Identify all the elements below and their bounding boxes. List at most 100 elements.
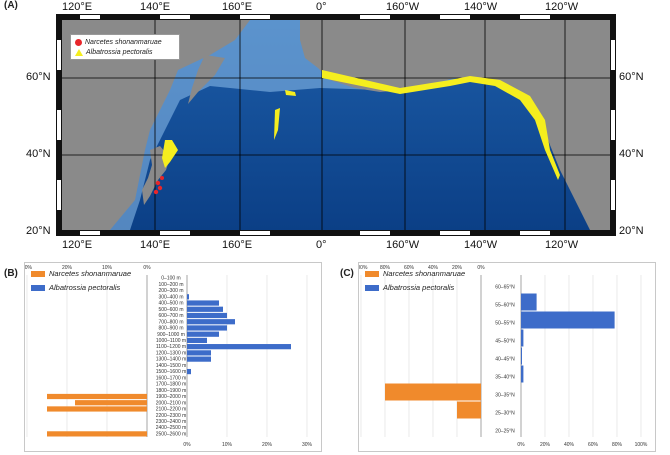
category-label: 1200–1300 m [156,350,187,356]
category-label: 40–45°N [495,357,515,363]
x-tick-label: 0% [477,265,485,271]
category-label: 60–65°N [495,285,515,291]
lon-label: 160°W [386,239,420,251]
bar-albatrossia [187,300,219,306]
bar-albatrossia [521,293,537,311]
bar-albatrossia [521,311,615,329]
category-label: 55–60°N [495,303,515,309]
x-tick-label: 10% [222,442,233,448]
x-tick-label: 30% [25,265,33,271]
legend-label: Narcetes shonanmaruae [383,269,466,278]
category-label: 1800–1900 m [156,388,187,394]
x-tick-label: 20% [262,442,273,448]
x-tick-label: 0% [143,265,151,271]
bar-albatrossia [187,325,227,331]
category-label: 25–30°N [495,411,515,417]
category-label: 400–500 m [158,301,183,307]
bar-albatrossia [521,329,524,347]
yellow-triangle-icon [75,48,83,56]
bar-narcetes [385,383,481,401]
category-label: 50–55°N [495,321,515,327]
bar-narcetes [47,431,147,437]
lon-label: 140°W [464,239,498,251]
panel-label-a: (A) [4,0,18,11]
x-tick-label: 10% [102,265,113,271]
x-tick-label: 60% [588,442,599,448]
category-label: 20–25°N [495,429,515,435]
bar-albatrossia [521,365,524,383]
albatrossia-markers [162,70,560,180]
lon-label: 120°W [545,239,579,251]
legend-label: Narcetes shonanmaruae [49,269,132,278]
lon-label: 160°E [222,239,253,251]
bar-narcetes [47,406,147,412]
map-legend-item-narcetes: Narcetes shonanmaruae [75,37,175,47]
category-label: 1900–2000 m [156,394,187,400]
legend-label: Albatrossia pectoralis [383,283,455,292]
lon-label: 0° [316,1,327,13]
lat-label: 40°N [26,148,51,160]
category-label: 2200–2300 m [156,413,187,419]
bar-albatrossia [187,350,211,356]
bar-albatrossia [187,344,291,350]
x-tick-label: 100% [359,265,368,271]
lon-label: 120°E [62,239,93,251]
lat-label: 60°N [619,71,644,83]
category-label: 1700–1800 m [156,382,187,388]
lon-label: 160°W [386,1,420,13]
category-label: 800–900 m [158,326,183,332]
category-label: 2300–2400 m [156,419,187,425]
category-label: 2500–2600 m [156,431,187,437]
category-label: 30–35°N [495,393,515,399]
x-tick-label: 0% [183,442,191,448]
lon-label: 140°E [140,1,171,13]
bathymetry-map [56,14,616,236]
bar-albatrossia [521,347,522,365]
category-label: 45–50°N [495,339,515,345]
category-label: 700–800 m [158,319,183,325]
lat-label: 20°N [619,225,644,237]
narcetes-markers [153,176,164,195]
red-circle-icon [75,38,82,46]
map-legend: Narcetes shonanmaruae Albatrossia pector… [70,34,180,60]
category-label: 1100–1200 m [156,344,186,350]
legend-item-albatrossia: Albatrossia pectoralis [365,283,454,292]
latitude-histogram: 100% 80% 60% 40% 20% 0% 0% 20% 40% 60% 80% 100% 60–6… [359,265,648,448]
bar-albatrossia [187,312,227,319]
category-label: 300–400 m [158,294,183,300]
legend-label: Albatrossia pectoralis [49,283,121,292]
x-tick-label: 80% [612,442,623,448]
lon-label: 140°E [140,239,171,251]
map-panel: (A) [4,0,644,251]
category-label: 1400–1500 m [156,363,187,369]
map-legend-label: Albatrossia pectoralis [86,48,153,56]
panel-label-c: (C) [340,268,354,279]
category-label: 2000–2100 m [156,400,187,406]
lat-label: 20°N [26,225,51,237]
lat-label: 60°N [26,71,51,83]
orange-swatch-icon [31,270,45,277]
x-tick-label: 60% [404,265,415,271]
bar-albatrossia [187,337,207,344]
category-label: 0–100 m [161,276,180,282]
category-label: 2100–2200 m [156,407,187,413]
x-tick-label: 20% [540,442,551,448]
category-label: 1300–1400 m [156,357,187,363]
lon-label: 120°W [545,1,579,13]
x-tick-label: 40% [428,265,439,271]
category-label: 1500–1600 m [156,369,187,375]
category-label: 500–600 m [158,307,183,313]
legend-item-narcetes: Narcetes shonanmaruae [31,269,131,278]
bar-albatrossia [187,294,189,300]
lon-label: 160°E [222,1,253,13]
lat-label: 40°N [619,148,644,160]
x-tick-label: 40% [564,442,575,448]
bar-narcetes [47,393,147,400]
bar-albatrossia [187,306,223,312]
blue-swatch-icon [365,284,379,291]
bar-narcetes [75,400,147,406]
x-tick-label: 0% [517,442,525,448]
bar-narcetes [457,401,481,419]
map-legend-label: Narcetes shonanmaruae [85,38,162,46]
